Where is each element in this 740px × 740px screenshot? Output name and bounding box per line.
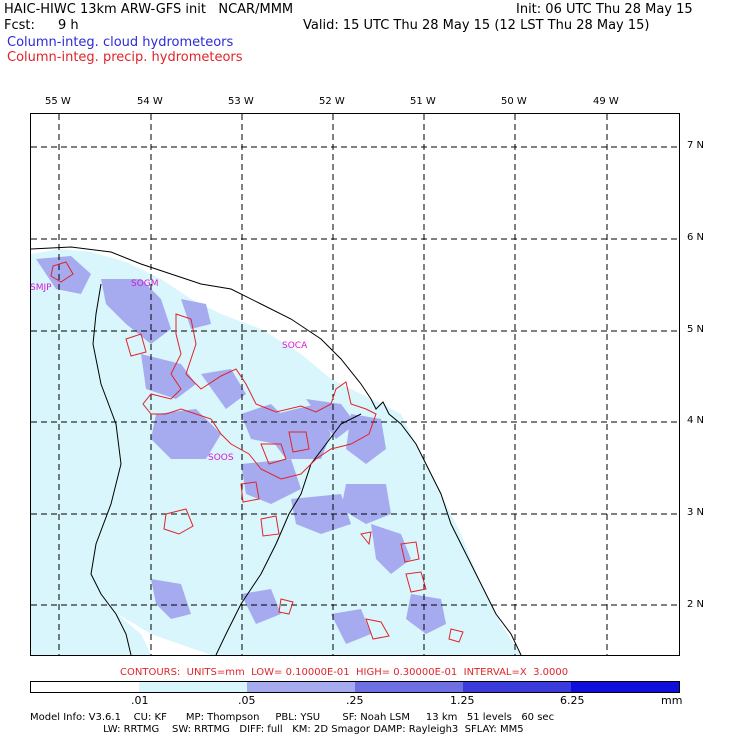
color-bar-segment xyxy=(247,682,355,692)
color-bar-units: mm xyxy=(661,694,683,707)
model-info-line2: LW: RRTMG SW: RRTMG DIFF: full KM: 2D Sm… xyxy=(30,724,524,735)
model-info-line1: Model Info: V3.6.1 CU: KF MP: Thompson P… xyxy=(30,712,555,723)
station-label: SOGM xyxy=(131,279,159,289)
color-bar xyxy=(30,681,680,693)
field-cloud-hydrometeors: Column-integ. cloud hydrometeors xyxy=(7,35,234,50)
lat-label: 7 N xyxy=(687,140,705,151)
lon-label: 55 W xyxy=(45,96,71,107)
precip-contours xyxy=(50,261,464,643)
map-canvas xyxy=(31,114,679,655)
lat-label: 5 N xyxy=(687,324,705,335)
color-bar-segment xyxy=(31,682,139,692)
lon-label: 51 W xyxy=(410,96,436,107)
forecast-hour: 9 h xyxy=(58,18,79,33)
color-bar-label: .25 xyxy=(346,694,364,707)
lat-label: 3 N xyxy=(687,507,705,518)
color-bar-segment xyxy=(571,682,679,692)
field-precip-hydrometeors: Column-integ. precip. hydrometeors xyxy=(7,50,243,65)
lon-label: 53 W xyxy=(228,96,254,107)
init-time: Init: 06 UTC Thu 28 May 15 xyxy=(516,2,693,17)
color-bar-label: 1.25 xyxy=(450,694,475,707)
color-bar-label: .05 xyxy=(238,694,256,707)
color-bar-segment xyxy=(139,682,247,692)
lon-label: 49 W xyxy=(593,96,619,107)
lat-label: 4 N xyxy=(687,415,705,426)
lon-label: 50 W xyxy=(501,96,527,107)
station-label: SOCA xyxy=(282,341,308,351)
cloud-shading-mid xyxy=(36,256,446,644)
color-bar-segment xyxy=(355,682,463,692)
lat-label: 6 N xyxy=(687,232,705,243)
station-label: SMJP xyxy=(30,283,52,293)
map-panel xyxy=(30,113,680,656)
cloud-shading-light xyxy=(31,249,521,655)
lat-lon-grid xyxy=(31,114,679,655)
color-bar-segment xyxy=(463,682,571,692)
lat-label: 2 N xyxy=(687,599,705,610)
forecast-label: Fcst: xyxy=(4,18,35,33)
lon-label: 54 W xyxy=(137,96,163,107)
plot-title: HAIC-HIWC 13km ARW-GFS init NCAR/MMM xyxy=(4,2,294,17)
color-bar-label: .01 xyxy=(131,694,149,707)
contour-info: CONTOURS: UNITS=mm LOW= 0.10000E-01 HIGH… xyxy=(120,667,569,678)
coastline xyxy=(31,246,522,655)
color-bar-label: 6.25 xyxy=(560,694,585,707)
station-label: SOOS xyxy=(208,453,234,463)
lon-label: 52 W xyxy=(319,96,345,107)
valid-time: Valid: 15 UTC Thu 28 May 15 (12 LST Thu … xyxy=(303,18,650,33)
